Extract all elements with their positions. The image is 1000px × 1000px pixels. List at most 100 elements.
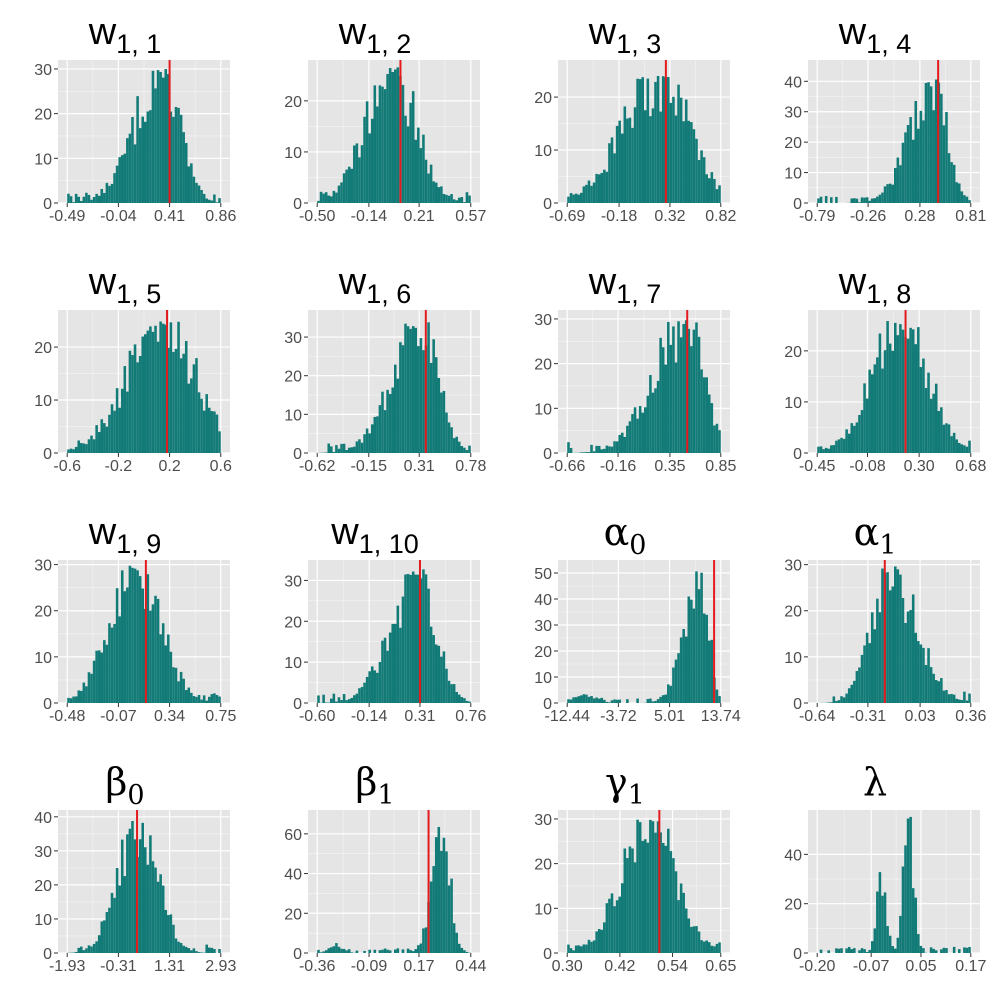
histogram-bar [597,174,601,203]
histogram-bar [90,946,93,953]
histogram-svg: -0.69 -0.18 0.32 0.82 0 10 20 [534,60,736,225]
histogram-bar [595,173,598,203]
histogram-bar [963,445,966,453]
histogram-bar [133,568,137,703]
histogram-bar [865,398,869,453]
histogram-bar [149,610,152,703]
histogram-bar [644,407,647,453]
histogram-bar [914,897,918,953]
histogram-bar [169,651,173,703]
histogram-bar [437,645,441,703]
histogram-bar [110,183,114,203]
histogram-bar [167,74,170,203]
histogram-bar [87,945,91,953]
histogram-svg: -0.49 -0.04 0.41 0.86 0 10 20 30 [34,60,236,225]
title-symbol: w [588,11,617,53]
histogram-bar [845,429,848,453]
histogram-bar [177,941,180,953]
histogram-bar [904,132,907,203]
histogram-bar [641,77,644,203]
histogram-bar [324,192,328,203]
histogram-bar [120,155,124,203]
histogram-bar [169,111,173,203]
histogram-bar [590,444,593,453]
histogram-bar [445,668,448,703]
histogram-bar [929,667,933,703]
x-tick-label: -0.69 [549,208,586,225]
y-tick-label: 40 [534,592,552,609]
histogram-bar [659,832,662,953]
histogram-bar [595,445,598,453]
histogram-bar [87,672,91,703]
histogram-bar [888,343,892,453]
histogram-panel: γ1 0.30 0.42 0.54 0.65 0 10 20 30 [500,750,750,1000]
histogram-bar [136,570,139,703]
histogram-bar [115,588,119,703]
histogram-bar [447,885,451,953]
y-tick-label: 40 [784,847,802,864]
histogram-bar [154,88,157,203]
histogram-bar [202,193,206,203]
histogram-bar [424,574,428,703]
histogram-bar [161,77,165,203]
histogram-bar [590,941,593,953]
histogram-bar [718,942,721,953]
histogram-bar [901,598,905,703]
y-tick-label: 10 [534,401,552,418]
histogram-bar [218,198,221,203]
histogram-bar [210,694,214,703]
x-tick-label: -0.50 [299,208,336,225]
histogram-bar [159,874,162,953]
histogram-bar [457,943,461,953]
histogram-bar [965,196,969,203]
histogram-bar [82,950,86,953]
y-tick-label: 10 [34,650,52,667]
histogram-bar [917,327,920,453]
histogram-bar [126,834,129,953]
histogram-bar [623,106,627,203]
title-subscript: 1 [627,780,645,811]
histogram-bar [141,116,144,203]
histogram-bar [340,700,343,703]
histogram-bar [950,693,953,703]
histogram-bar [92,197,96,203]
histogram-bar [151,70,155,203]
histogram-bar [919,367,923,453]
histogram-bar [868,949,871,953]
histogram-bar [355,693,359,703]
histogram-bar [847,688,851,703]
histogram-bar [131,821,134,953]
histogram-panel: α1 -0.64 -0.31 0.03 0.36 0 10 20 30 [750,500,1000,750]
histogram-bar [85,444,88,453]
histogram-bar [213,693,216,703]
histogram-bar [860,410,864,453]
histogram-bar [383,410,387,453]
histogram-bar [603,699,606,703]
histogram-bar [569,948,573,953]
histogram-bar [855,671,859,703]
histogram-panel: α0 -12.44 -3.72 5.01 13.74 0 10 20 30 40 50 [500,500,750,750]
histogram-bar [187,166,191,203]
histogram-bar [955,439,958,453]
x-tick-label: -0.31 [100,958,137,975]
histogram-panel: w1, 4 -0.79 -0.26 0.28 0.81 0 10 20 30 40 [750,0,1000,250]
histogram-bar [873,198,877,203]
histogram-bar [197,185,201,203]
histogram-bar [610,700,614,703]
histogram-bar [845,693,848,703]
title-subscript: 1, 5 [116,279,162,309]
histogram-bar [868,369,871,453]
histogram-bar [319,191,323,203]
histogram-bar [174,667,178,703]
histogram-bar [835,701,838,703]
histogram-bar [904,622,907,703]
histogram-bar [909,610,912,703]
histogram-bar [623,848,627,953]
histogram-bar [929,86,933,203]
histogram-bar [582,452,586,453]
histogram-bar [355,441,359,453]
y-tick-label: 10 [534,670,552,687]
histogram-bar [138,576,142,703]
histogram-bar [149,326,152,453]
histogram-bar [705,940,708,953]
